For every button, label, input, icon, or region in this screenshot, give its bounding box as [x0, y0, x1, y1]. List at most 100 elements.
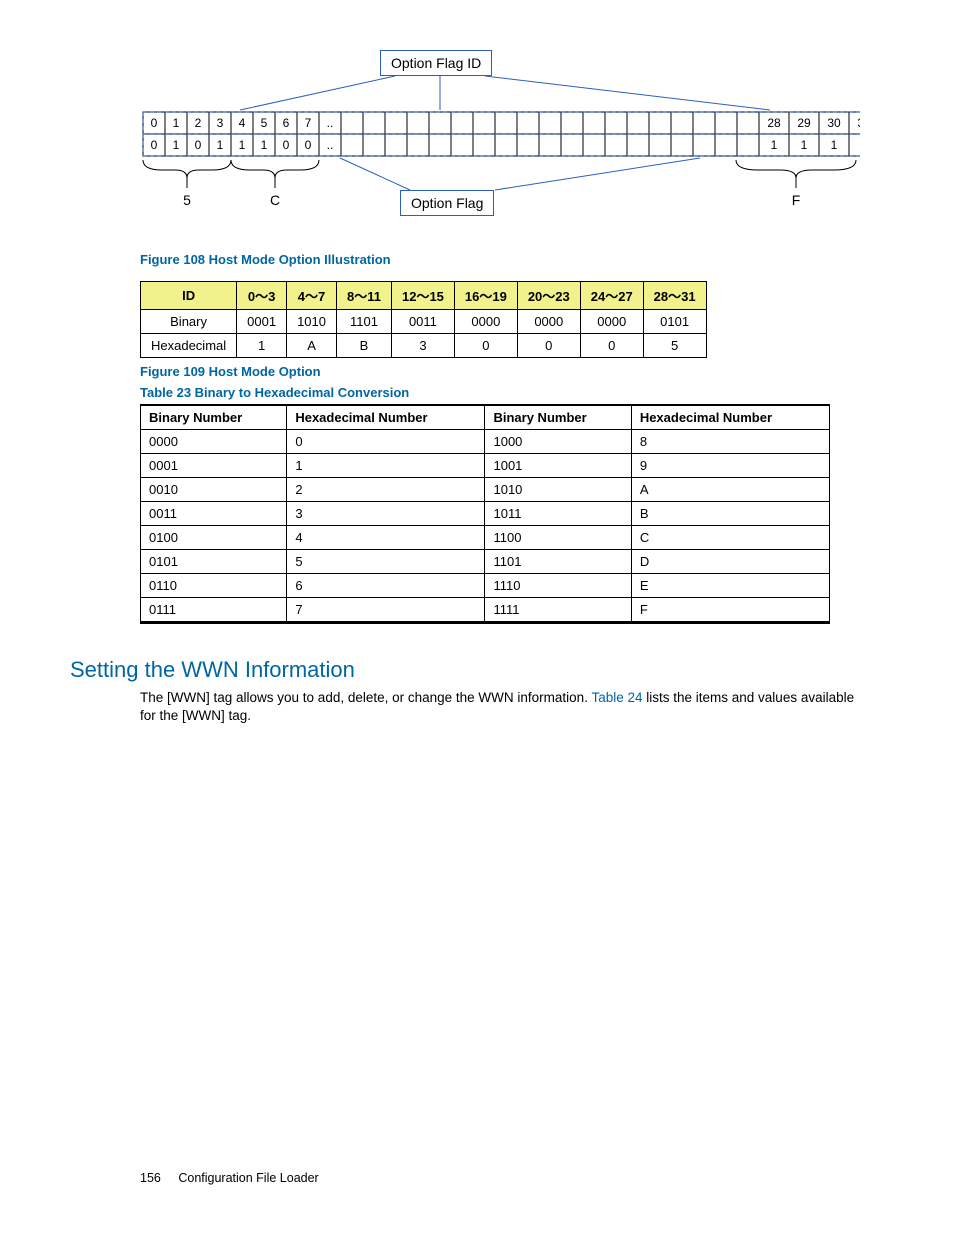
fig109-header-cell: 4～7	[287, 282, 337, 310]
svg-text:4: 4	[239, 116, 246, 130]
fig109-cell: A	[287, 334, 337, 358]
fig109-cell: 0	[454, 334, 517, 358]
hex-c-label: C	[270, 192, 280, 208]
fig109-cell: 0011	[391, 310, 454, 334]
tbl23-cell: 9	[631, 454, 829, 478]
fig109-cell: 0	[517, 334, 580, 358]
option-flag-label: Option Flag	[400, 190, 494, 216]
svg-text:0: 0	[283, 138, 290, 152]
figure-109-table: ID0～34～78～1112～1516～1920～2324～2728～31 Bi…	[140, 281, 707, 358]
svg-text:1: 1	[831, 138, 838, 152]
svg-text:5: 5	[261, 116, 268, 130]
svg-text:1: 1	[239, 138, 246, 152]
tbl23-cell: A	[631, 478, 829, 502]
fig109-header-cell: 16～19	[454, 282, 517, 310]
fig109-cell: 1101	[337, 310, 392, 334]
fig109-header-cell: 24～27	[580, 282, 643, 310]
fig109-cell: Binary	[141, 310, 237, 334]
tbl23-cell: 0011	[141, 502, 287, 526]
tbl23-cell: 1101	[485, 550, 631, 574]
tbl23-cell: 1100	[485, 526, 631, 550]
page-number: 156	[140, 1171, 161, 1185]
tbl23-cell: 0101	[141, 550, 287, 574]
tbl23-cell: 0110	[141, 574, 287, 598]
table-23-caption: Table 23 Binary to Hexadecimal Conversio…	[140, 385, 884, 400]
svg-text:1: 1	[801, 138, 808, 152]
tbl23-cell: 8	[631, 430, 829, 454]
tbl23-cell: 0100	[141, 526, 287, 550]
table-23: Binary NumberHexadecimal NumberBinary Nu…	[140, 404, 830, 624]
figure-108-caption: Figure 108 Host Mode Option Illustration	[140, 252, 884, 267]
svg-text:0: 0	[195, 138, 202, 152]
tbl23-cell: 0111	[141, 598, 287, 622]
fig109-header-cell: 12～15	[391, 282, 454, 310]
svg-text:2: 2	[195, 116, 202, 130]
page-footer: 156 Configuration File Loader	[140, 1171, 319, 1185]
tbl23-cell: 1001	[485, 454, 631, 478]
fig109-cell: 0000	[517, 310, 580, 334]
footer-title: Configuration File Loader	[178, 1171, 318, 1185]
svg-text:1: 1	[261, 138, 268, 152]
hex-5-label: 5	[183, 192, 191, 208]
fig109-cell: B	[337, 334, 392, 358]
figure-109-caption: Figure 109 Host Mode Option	[140, 364, 884, 379]
tbl23-cell: 3	[287, 502, 485, 526]
svg-text:1: 1	[173, 116, 180, 130]
fig109-cell: 1010	[287, 310, 337, 334]
svg-text:1: 1	[771, 138, 778, 152]
tbl23-cell: 0001	[141, 454, 287, 478]
tbl23-cell: 1110	[485, 574, 631, 598]
fig109-cell: Hexadecimal	[141, 334, 237, 358]
tbl23-cell: 0010	[141, 478, 287, 502]
svg-text:..: ..	[327, 116, 334, 130]
tbl23-header-cell: Binary Number	[141, 406, 287, 430]
fig109-header-cell: 8～11	[337, 282, 392, 310]
tbl23-cell: 4	[287, 526, 485, 550]
fig109-header-cell: ID	[141, 282, 237, 310]
tbl23-cell: 2	[287, 478, 485, 502]
tbl23-cell: 6	[287, 574, 485, 598]
fig109-cell: 3	[391, 334, 454, 358]
fig109-cell: 0001	[237, 310, 287, 334]
tbl23-cell: 5	[287, 550, 485, 574]
figure-108-diagram: Option Flag ID 01234567..28293031 010111…	[140, 50, 884, 240]
svg-text:..: ..	[327, 138, 334, 152]
tbl23-header-cell: Hexadecimal Number	[287, 406, 485, 430]
svg-text:0: 0	[305, 138, 312, 152]
fig109-header-cell: 0～3	[237, 282, 287, 310]
tbl23-cell: 1000	[485, 430, 631, 454]
tbl23-cell: F	[631, 598, 829, 622]
svg-text:3: 3	[217, 116, 224, 130]
svg-text:28: 28	[767, 116, 781, 130]
table-24-link[interactable]: Table 24	[591, 690, 642, 705]
tbl23-cell: C	[631, 526, 829, 550]
svg-text:31: 31	[857, 116, 860, 130]
svg-text:29: 29	[797, 116, 811, 130]
fig109-cell: 5	[643, 334, 706, 358]
option-flag-id-label: Option Flag ID	[380, 50, 492, 76]
option-flag-svg: Option Flag ID 01234567..28293031 010111…	[140, 50, 860, 240]
tbl23-cell: 1011	[485, 502, 631, 526]
fig109-cell: 0101	[643, 310, 706, 334]
tbl23-cell: E	[631, 574, 829, 598]
svg-text:6: 6	[283, 116, 290, 130]
tbl23-cell: D	[631, 550, 829, 574]
svg-text:0: 0	[151, 116, 158, 130]
fig109-cell: 0	[580, 334, 643, 358]
body-paragraph: The [WWN] tag allows you to add, delete,…	[140, 689, 860, 725]
tbl23-cell: 0	[287, 430, 485, 454]
body-text-pre: The [WWN] tag allows you to add, delete,…	[140, 690, 591, 705]
svg-text:1: 1	[217, 138, 224, 152]
fig109-cell: 0000	[454, 310, 517, 334]
tbl23-cell: 7	[287, 598, 485, 622]
hex-f-label: F	[792, 192, 801, 208]
tbl23-cell: 1	[287, 454, 485, 478]
tbl23-cell: B	[631, 502, 829, 526]
fig109-cell: 0000	[580, 310, 643, 334]
tbl23-cell: 0000	[141, 430, 287, 454]
fig109-cell: 1	[237, 334, 287, 358]
svg-text:1: 1	[173, 138, 180, 152]
svg-text:7: 7	[305, 116, 312, 130]
fig109-header-cell: 20～23	[517, 282, 580, 310]
document-page: Option Flag ID 01234567..28293031 010111…	[0, 0, 954, 1235]
